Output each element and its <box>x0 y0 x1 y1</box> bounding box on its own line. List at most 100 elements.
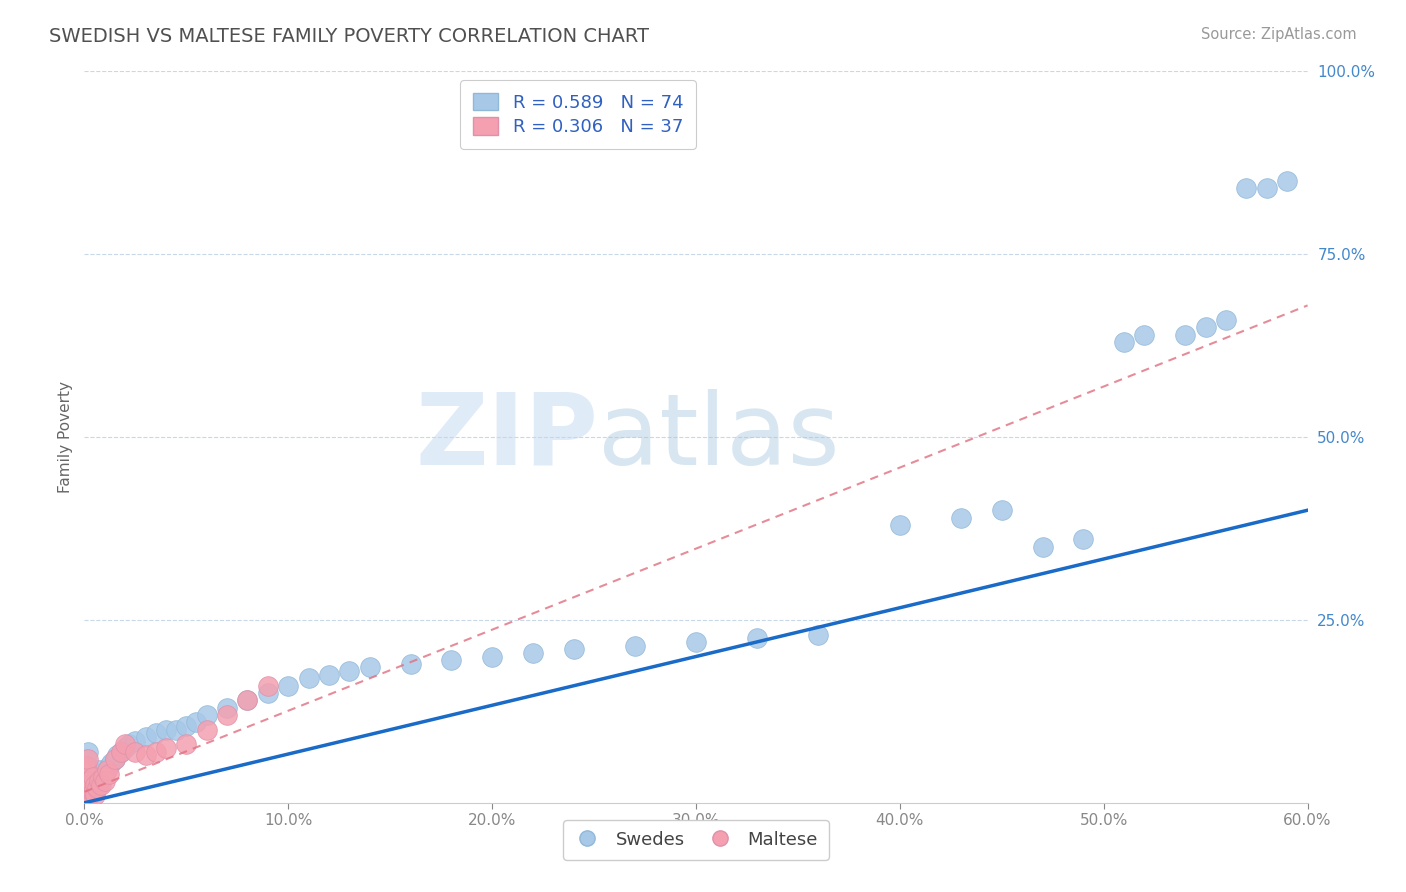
Point <box>79 785 101 799</box>
Point <box>991 503 1014 517</box>
Point <box>97 766 120 780</box>
Point <box>1174 327 1197 342</box>
Point <box>624 639 647 653</box>
Point <box>186 715 208 730</box>
Point <box>1256 181 1278 195</box>
Point <box>124 745 146 759</box>
Point <box>807 627 830 641</box>
Point <box>950 510 973 524</box>
Point <box>83 789 105 803</box>
Point <box>75 785 97 799</box>
Point <box>77 773 100 788</box>
Point <box>75 773 97 788</box>
Point <box>83 778 105 792</box>
Point <box>217 708 239 723</box>
Point <box>114 740 136 755</box>
Point <box>75 770 97 784</box>
Point <box>440 653 463 667</box>
Point <box>75 778 97 792</box>
Point <box>110 745 132 759</box>
Point <box>195 708 218 723</box>
Point <box>1073 533 1095 547</box>
Point <box>75 759 97 773</box>
Point <box>77 773 100 788</box>
Point <box>481 649 503 664</box>
Point <box>86 766 108 780</box>
Point <box>86 781 108 796</box>
Point <box>87 773 110 788</box>
Point <box>75 789 97 803</box>
Point <box>217 700 239 714</box>
Point <box>83 785 105 799</box>
Point <box>339 664 361 678</box>
Point <box>90 778 112 792</box>
Point <box>155 740 177 755</box>
Point <box>77 789 100 803</box>
Point <box>87 763 110 777</box>
Point <box>1215 313 1237 327</box>
Point <box>75 773 97 788</box>
Point <box>75 766 97 780</box>
Point <box>79 766 101 780</box>
Point <box>257 686 280 700</box>
Point <box>77 789 100 803</box>
Point <box>174 719 197 733</box>
Point <box>75 781 97 796</box>
Text: ZIP: ZIP <box>415 389 598 485</box>
Point <box>747 632 769 646</box>
Point <box>77 781 100 796</box>
Point <box>124 733 146 747</box>
Point <box>1032 540 1054 554</box>
Legend: Swedes, Maltese: Swedes, Maltese <box>562 820 830 860</box>
Point <box>91 770 114 784</box>
Point <box>110 745 132 759</box>
Point <box>257 679 280 693</box>
Point <box>90 773 112 788</box>
Point <box>75 759 97 773</box>
Point <box>96 763 118 777</box>
Point <box>359 660 381 674</box>
Point <box>298 672 321 686</box>
Point <box>75 752 97 766</box>
Text: SWEDISH VS MALTESE FAMILY POVERTY CORRELATION CHART: SWEDISH VS MALTESE FAMILY POVERTY CORREL… <box>49 27 650 45</box>
Point <box>195 723 218 737</box>
Point <box>77 752 100 766</box>
Point <box>685 635 707 649</box>
Point <box>105 748 128 763</box>
Point <box>96 763 118 777</box>
Point <box>79 778 101 792</box>
Point <box>79 789 101 803</box>
Point <box>75 778 97 792</box>
Point <box>75 785 97 799</box>
Point <box>277 679 299 693</box>
Point <box>82 770 104 784</box>
Point <box>318 667 340 681</box>
Point <box>236 693 259 707</box>
Point <box>77 745 100 759</box>
Point <box>87 778 110 792</box>
Point <box>77 759 100 773</box>
Point <box>75 766 97 780</box>
Point <box>75 781 97 796</box>
Y-axis label: Family Poverty: Family Poverty <box>58 381 73 493</box>
Point <box>135 730 157 744</box>
Point <box>97 759 120 773</box>
Point <box>399 657 422 671</box>
Text: atlas: atlas <box>598 389 839 485</box>
Point <box>145 726 167 740</box>
Point <box>1195 320 1218 334</box>
Point <box>145 745 167 759</box>
Point <box>77 781 100 796</box>
Point <box>522 646 544 660</box>
Point <box>889 517 911 532</box>
Point <box>100 756 122 770</box>
Point <box>86 781 108 796</box>
Point <box>1277 174 1299 188</box>
Point <box>114 737 136 751</box>
Point <box>82 781 104 796</box>
Point <box>82 770 104 784</box>
Point <box>75 789 97 803</box>
Point <box>135 748 157 763</box>
Text: Source: ZipAtlas.com: Source: ZipAtlas.com <box>1201 27 1357 42</box>
Point <box>104 752 127 766</box>
